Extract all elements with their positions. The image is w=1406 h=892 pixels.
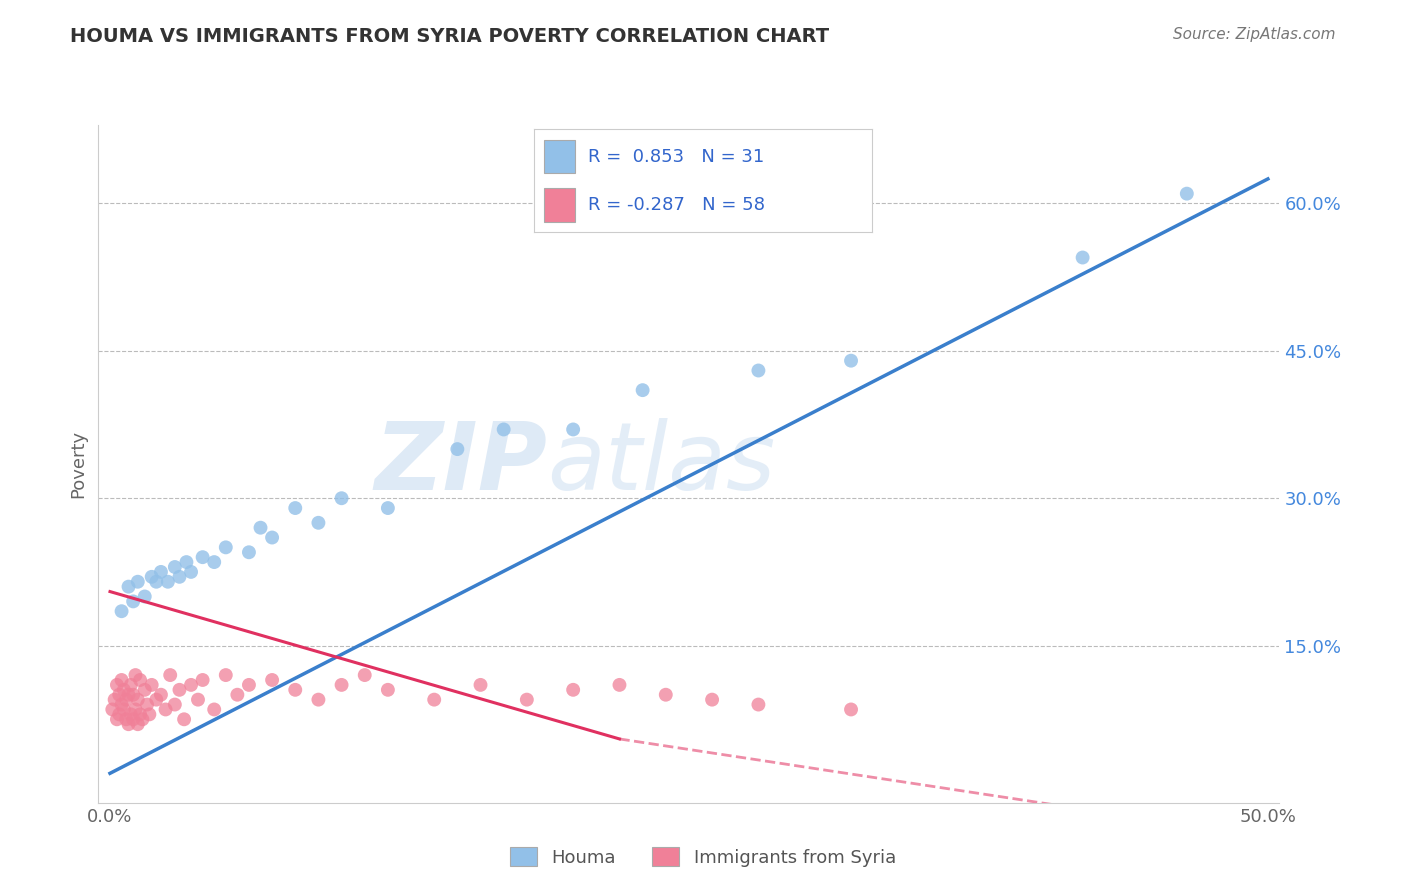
Point [202,555,225,569]
Point [105,712,128,726]
Text: HOUMA VS IMMIGRANTS FROM SYRIA POVERTY CORRELATION CHART: HOUMA VS IMMIGRANTS FROM SYRIA POVERTY C… [70,27,830,45]
Point [117,580,139,594]
Point [124,668,146,682]
Point [129,707,152,722]
Point [262,673,284,687]
Point [115,712,138,726]
Point [108,688,131,702]
Point [149,565,172,579]
Point [127,692,149,706]
Point [609,678,631,692]
Point [110,604,132,618]
Point [163,560,186,574]
FancyBboxPatch shape [544,188,575,221]
Point [117,717,139,731]
Point [145,574,167,589]
Point [104,692,127,706]
Point [110,673,132,687]
Point [562,682,585,697]
Point [156,574,179,589]
Point [562,422,585,436]
Point [307,516,329,530]
Point [700,692,723,706]
Point [101,702,124,716]
Legend: Houma, Immigrants from Syria: Houma, Immigrants from Syria [503,840,903,874]
Point [238,545,260,559]
Point [127,717,149,731]
Point [238,678,260,692]
Point [159,668,181,682]
Point [115,692,138,706]
Point [134,682,156,697]
Point [105,678,128,692]
Point [353,668,375,682]
Point [141,570,163,584]
Point [117,688,139,702]
Point [180,565,202,579]
Point [423,692,446,706]
Point [262,531,284,545]
Point [492,422,515,436]
Point [112,682,135,697]
Point [1071,251,1094,265]
Point [134,590,156,604]
Point [120,707,142,722]
Point [284,501,307,516]
Point [191,550,214,565]
Text: atlas: atlas [547,418,776,509]
Point [173,712,195,726]
Y-axis label: Poverty: Poverty [69,430,87,498]
Point [127,574,149,589]
Point [187,692,209,706]
Point [108,707,131,722]
Point [122,594,145,608]
Point [145,692,167,706]
Point [131,712,153,726]
Point [1175,186,1198,201]
Point [249,521,271,535]
Point [169,682,191,697]
FancyBboxPatch shape [544,140,575,173]
Point [163,698,186,712]
Point [191,673,214,687]
Point [120,678,142,692]
Point [516,692,538,706]
Text: R =  0.853   N = 31: R = 0.853 N = 31 [588,147,765,166]
Point [136,698,159,712]
Point [176,555,198,569]
Point [112,702,135,716]
Point [124,702,146,716]
Point [226,688,249,702]
Point [747,363,769,377]
Text: ZIP: ZIP [374,417,547,510]
Point [149,688,172,702]
Text: Source: ZipAtlas.com: Source: ZipAtlas.com [1173,27,1336,42]
Point [747,698,769,712]
Point [330,491,353,506]
Point [122,688,145,702]
Point [655,688,678,702]
Point [180,678,202,692]
Point [138,707,160,722]
Point [839,702,862,716]
Point [155,702,177,716]
Point [377,501,399,516]
Point [202,702,225,716]
Point [330,678,353,692]
Point [110,698,132,712]
Point [307,692,329,706]
Point [631,383,654,397]
Point [839,353,862,368]
Point [122,712,145,726]
Text: R = -0.287   N = 58: R = -0.287 N = 58 [588,195,765,214]
Point [446,442,468,456]
Point [215,541,238,555]
Point [141,678,163,692]
Point [129,673,152,687]
Point [377,682,399,697]
Point [215,668,238,682]
Point [284,682,307,697]
Point [169,570,191,584]
Point [470,678,492,692]
